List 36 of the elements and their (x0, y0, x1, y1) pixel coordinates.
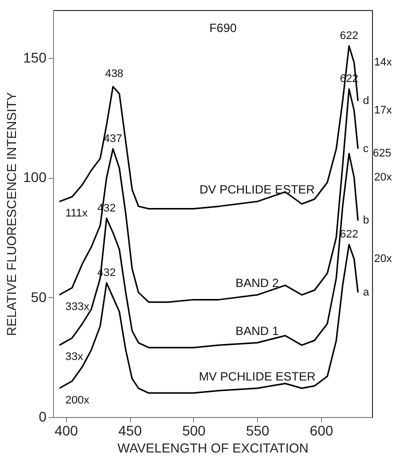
series-label: BAND 2 (235, 276, 280, 290)
y-tick-label: 50 (30, 288, 47, 305)
annotation: 625 (372, 148, 392, 160)
annotation: b (362, 214, 370, 227)
annotation: d (362, 94, 370, 107)
y-tick-label: 150 (23, 49, 47, 66)
annotation: 333x (65, 300, 90, 313)
y-axis-title: RELATIVE FLUORESCENCE INTENSITY (4, 92, 20, 336)
annotation: 17x (374, 104, 392, 117)
annotation: 14x (374, 56, 392, 69)
annotation: 111x (65, 208, 88, 220)
annotation: 200x (65, 394, 90, 406)
x-axis-title: WAVELENGTH OF EXCITATION (118, 440, 308, 456)
y-tick-label: 0 (38, 408, 47, 424)
annotation: 20x (374, 252, 392, 265)
series-label: MV PCHLIDE ESTER (198, 369, 316, 384)
annotation: F690 (209, 21, 237, 35)
line-series (58, 152, 359, 348)
annotation: 20x (374, 172, 392, 184)
series-label: BAND 1 (235, 324, 280, 338)
x-tick-label: 600 (310, 422, 334, 438)
x-tick-label: 450 (118, 422, 142, 438)
line-series (58, 88, 359, 303)
x-tick-label: 500 (182, 422, 206, 438)
x-tick-label: 400 (54, 422, 78, 438)
annotation: 437 (104, 132, 122, 145)
annotation: 33x (65, 351, 84, 364)
annotation: c (362, 142, 369, 155)
annotation: 622 (340, 228, 358, 241)
annotation: 438 (105, 68, 124, 80)
line-series (58, 244, 359, 394)
y-tick-label: 100 (23, 169, 47, 186)
annotation: 622 (340, 30, 358, 42)
series-label: DV PCHLIDE ESTER (199, 182, 316, 197)
x-tick-label: 550 (246, 422, 270, 438)
annotation: a (362, 286, 370, 299)
